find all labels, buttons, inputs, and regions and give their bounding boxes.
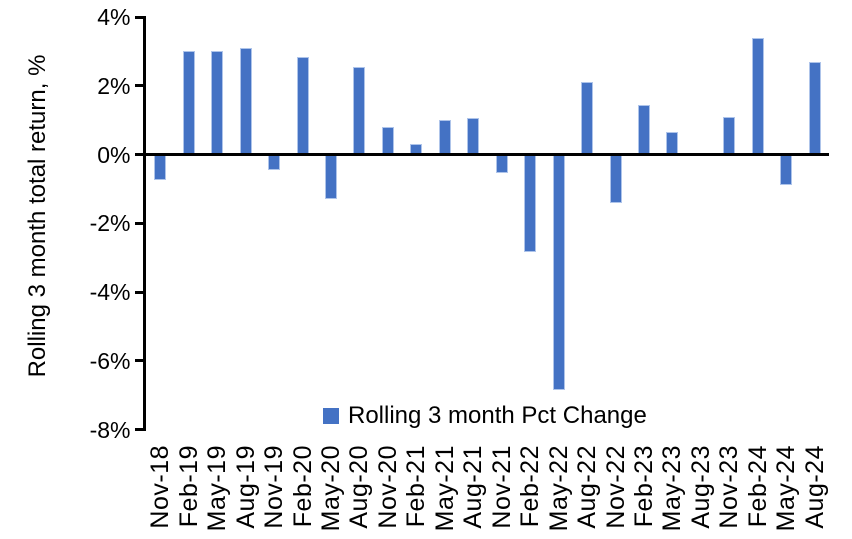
x-tick-label: Nov-18 (146, 445, 175, 529)
x-tick-label: Feb-20 (288, 445, 317, 528)
legend: Rolling 3 month Pct Change (323, 402, 647, 430)
y-tick-label: -4% (89, 279, 131, 305)
x-tick-label: May-22 (544, 445, 573, 532)
x-tick-label: Feb-19 (174, 445, 203, 528)
y-tick-label: -2% (89, 210, 131, 237)
x-tick-label: May-24 (772, 445, 801, 532)
bar (154, 154, 167, 181)
bar (381, 127, 394, 155)
x-tick-label: Feb-23 (630, 445, 659, 528)
y-tick-mark (134, 84, 143, 88)
x-tick-label: Aug-21 (459, 445, 488, 529)
x-tick-label: May-23 (658, 445, 687, 532)
bar (296, 56, 309, 155)
bar (268, 154, 281, 170)
x-tick-label: Nov-19 (260, 445, 289, 529)
x-tick-label: Nov-21 (487, 445, 516, 529)
x-tick-label: Nov-22 (601, 445, 630, 529)
y-tick-label: 4% (97, 4, 131, 30)
bar (353, 66, 366, 155)
y-axis-line (142, 15, 146, 431)
bar (324, 154, 337, 200)
x-tick-label: Aug-23 (686, 445, 715, 529)
x-tick-label: Aug-19 (231, 445, 260, 529)
x-tick-label: May-20 (316, 445, 345, 532)
legend-label: Rolling 3 month Pct Change (348, 402, 647, 429)
bar (239, 47, 252, 155)
bar (211, 51, 224, 155)
x-tick-label: Aug-20 (345, 445, 374, 529)
y-tick-mark (134, 15, 143, 19)
y-tick-label: 2% (97, 72, 131, 99)
y-tick-label: 0% (97, 141, 131, 168)
x-tick-label: May-21 (430, 445, 459, 532)
bar (808, 61, 821, 155)
bar (638, 104, 651, 155)
x-tick-label: Aug-24 (800, 445, 829, 529)
y-tick-label: -8% (89, 416, 131, 443)
bar (780, 154, 793, 186)
bar (581, 82, 594, 155)
bar (723, 116, 736, 155)
bar (751, 37, 764, 155)
bar (552, 154, 565, 390)
x-axis-line (142, 152, 829, 157)
y-tick-mark (134, 221, 143, 225)
bar (438, 120, 451, 155)
bar (467, 118, 480, 155)
x-tick-label: May-19 (203, 445, 232, 532)
x-tick-label: Nov-23 (715, 445, 744, 529)
y-tick-mark (134, 359, 143, 363)
bar (182, 51, 195, 155)
bar (609, 154, 622, 203)
bar (666, 132, 679, 155)
y-tick-label: -6% (89, 347, 131, 374)
y-tick-mark (134, 290, 143, 294)
x-tick-label: Aug-22 (573, 445, 602, 529)
x-tick-label: Feb-21 (402, 445, 431, 528)
x-tick-label: Nov-20 (373, 445, 402, 529)
y-tick-mark (134, 153, 143, 156)
bar (524, 154, 537, 253)
bar (495, 154, 508, 174)
legend-swatch-icon (323, 408, 339, 424)
x-tick-label: Feb-24 (743, 445, 772, 528)
x-tick-label: Feb-22 (516, 445, 545, 528)
y-tick-mark (134, 428, 143, 431)
